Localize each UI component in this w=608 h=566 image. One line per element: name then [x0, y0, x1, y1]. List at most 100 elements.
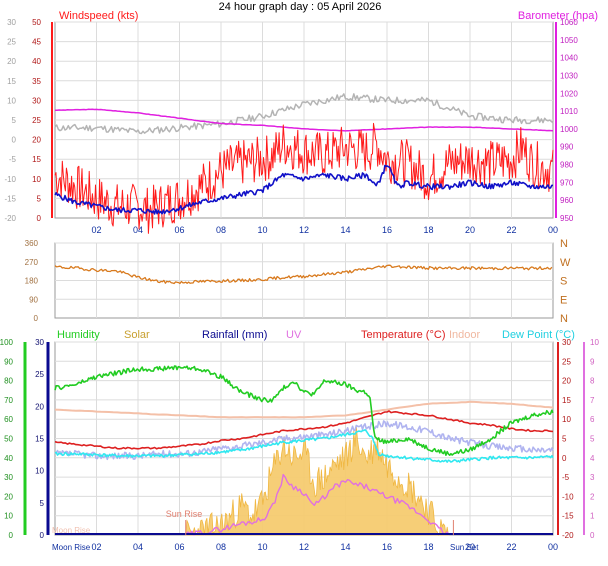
dewpoint-label: Dew Point (°C)	[502, 329, 575, 341]
gray-series	[54, 93, 554, 135]
wind-panel-xtick: 18	[423, 225, 433, 235]
moonrise-label: Moon Rise	[52, 543, 91, 552]
temperature-ytick: 30	[562, 338, 571, 347]
wind-ytick: 40	[32, 57, 41, 66]
solar-area	[185, 425, 450, 536]
wind-ytick: 50	[32, 18, 41, 27]
dewpoint-series	[54, 429, 554, 463]
winddir-ytick: 180	[25, 277, 39, 286]
uv-ytick: 0	[590, 531, 595, 540]
moonrise-faint-label: Moon Rise	[52, 526, 91, 535]
rainfall-label: Rainfall (mm)	[202, 329, 267, 341]
baro-ytick: 980	[560, 161, 574, 170]
wind-panel-xtick: 02	[91, 225, 101, 235]
baro-ytick: 1010	[560, 107, 578, 116]
sunrise-label: Sun Rise	[166, 509, 203, 519]
wind-average-series	[54, 164, 554, 215]
temperature-series	[54, 410, 554, 450]
humidity-ytick: 40	[4, 454, 13, 463]
wind-panel-xtick: 22	[506, 225, 516, 235]
compass-label: E	[560, 294, 567, 306]
baro-ytick: 1020	[560, 89, 578, 98]
gray-ytick: 25	[7, 38, 16, 47]
baro-ytick: 1040	[560, 54, 578, 63]
indoor-label: Indoor	[449, 329, 481, 341]
wind-panel-xtick: 08	[216, 225, 226, 235]
compass-label: W	[560, 257, 571, 269]
temperature-ytick: -5	[562, 473, 570, 482]
wind-ytick: 20	[32, 136, 41, 145]
uv-ytick: 1	[590, 512, 595, 521]
gray-ytick: 5	[12, 116, 17, 125]
uv-ytick: 6	[590, 415, 595, 424]
wind-ytick: 10	[32, 175, 41, 184]
climate-panel-xtick: 16	[382, 542, 392, 552]
climate-panel-xtick: 04	[133, 542, 143, 552]
uv-series	[185, 473, 450, 536]
gray-ytick: 30	[7, 18, 16, 27]
humidity-ytick: 60	[4, 415, 13, 424]
rain-ytick: 25	[35, 370, 44, 379]
uv-ytick: 10	[590, 338, 599, 347]
climate-panel-xtick: 10	[257, 542, 267, 552]
temperature-ytick: 15	[562, 396, 571, 405]
uv-ytick: 3	[590, 473, 595, 482]
uv-ytick: 5	[590, 435, 595, 444]
wind-ytick: 15	[32, 155, 41, 164]
temperature-label: Temperature (°C)	[361, 329, 445, 341]
climate-panel-xtick: 06	[174, 542, 184, 552]
wind-panel-xtick: 16	[382, 225, 392, 235]
wind-ytick: 0	[37, 214, 42, 223]
wind-panel-xtick: 12	[299, 225, 309, 235]
climate-panel-xtick: 18	[423, 542, 433, 552]
gray-ytick: -15	[4, 194, 16, 203]
humidity-ytick: 10	[4, 512, 13, 521]
humidity-ytick: 100	[0, 338, 14, 347]
winddir-ytick: 360	[25, 239, 39, 248]
temperature-ytick: -15	[562, 512, 574, 521]
humidity-ytick: 80	[4, 377, 13, 386]
wind-panel-xtick: 10	[257, 225, 267, 235]
uv-label: UV	[286, 329, 302, 341]
winddir-series	[54, 264, 553, 285]
uv-ytick: 9	[590, 357, 595, 366]
winddir-ytick: 0	[34, 314, 39, 323]
wind-panel-xtick: 14	[340, 225, 350, 235]
climate-panel-xtick: 08	[216, 542, 226, 552]
rain-ytick: 20	[35, 402, 44, 411]
wind-panel-xtick: 06	[174, 225, 184, 235]
chart-title: 24 hour graph day : 05 April 2026	[219, 1, 382, 13]
baro-ytick: 1000	[560, 125, 578, 134]
humidity-ytick: 0	[9, 531, 14, 540]
temperature-ytick: 25	[562, 357, 571, 366]
gray-ytick: 20	[7, 57, 16, 66]
baro-ytick: 960	[560, 196, 574, 205]
compass-label: N	[560, 313, 568, 325]
baro-ytick: 950	[560, 214, 574, 223]
wind-label: Windspeed (kts)	[59, 10, 138, 22]
baro-ytick: 1030	[560, 71, 578, 80]
compass-label: N	[560, 238, 568, 250]
barometer-series	[55, 108, 554, 132]
uv-ytick: 2	[590, 492, 595, 501]
solar-label: Solar	[124, 329, 150, 341]
rain-ytick: 5	[40, 499, 45, 508]
gray-ytick: 15	[7, 77, 16, 86]
temperature-ytick: 0	[562, 454, 567, 463]
climate-panel-xtick: 02	[91, 542, 101, 552]
wind-panel-xtick: 20	[465, 225, 475, 235]
humidity-ytick: 70	[4, 396, 13, 405]
temperature-ytick: -20	[562, 531, 574, 540]
uv-ytick: 7	[590, 396, 595, 405]
climate-panel-xtick: 22	[506, 542, 516, 552]
baro-ytick: 970	[560, 178, 574, 187]
uv-ytick: 8	[590, 377, 595, 386]
rain-ytick: 10	[35, 467, 44, 476]
rain-ytick: 0	[40, 531, 45, 540]
gray-ytick: -10	[4, 175, 16, 184]
climate-panel-xtick: 20	[465, 542, 475, 552]
rain-ytick: 15	[35, 435, 44, 444]
wind-ytick: 35	[32, 77, 41, 86]
gray-ytick: 0	[12, 136, 17, 145]
